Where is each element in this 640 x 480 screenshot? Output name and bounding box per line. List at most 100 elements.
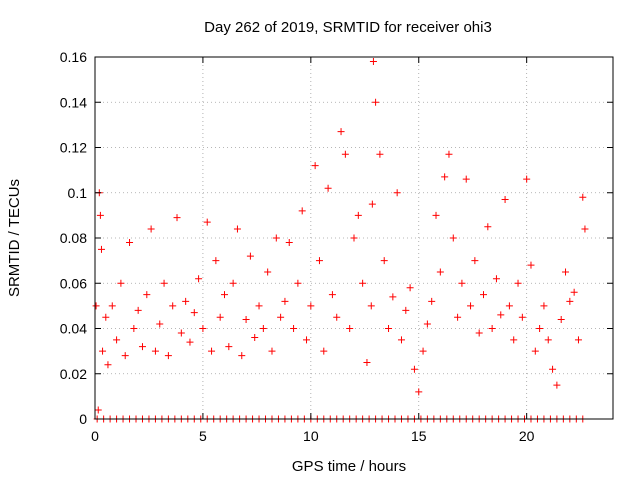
data-point — [225, 343, 233, 351]
data-point — [199, 325, 207, 332]
data-point — [549, 365, 557, 373]
data-point — [497, 311, 505, 319]
data-point — [255, 302, 263, 310]
data-point — [510, 336, 518, 344]
data-point — [579, 193, 587, 201]
data-point — [169, 302, 177, 310]
data-point — [454, 313, 462, 321]
data-point — [173, 214, 181, 222]
data-point — [151, 347, 159, 355]
data-point — [385, 325, 393, 332]
data-point — [216, 313, 224, 321]
data-point — [372, 98, 380, 106]
y-tick-label: 0.04 — [60, 321, 87, 337]
data-point — [423, 320, 431, 328]
data-point — [445, 150, 453, 158]
data-point — [574, 336, 582, 344]
data-point — [350, 234, 358, 242]
data-point — [346, 325, 354, 332]
data-point — [562, 268, 570, 276]
data-point — [177, 329, 185, 337]
data-point — [285, 239, 293, 247]
data-point — [264, 268, 272, 276]
data-point — [441, 173, 449, 181]
data-point — [102, 313, 110, 321]
x-tick-labels: 0 5 10 15 20 — [91, 428, 535, 444]
x-tick-label: 10 — [303, 428, 319, 444]
data-point — [212, 257, 220, 265]
data-point — [531, 347, 539, 355]
data-point — [397, 336, 405, 344]
data-point — [328, 291, 336, 299]
y-tick-label: 0.14 — [60, 94, 87, 110]
data-point — [134, 306, 142, 314]
x-tick-label: 5 — [199, 428, 207, 444]
y-tick-label: 0.16 — [60, 49, 87, 65]
data-point — [518, 313, 526, 321]
data-point — [303, 336, 311, 344]
data-point — [402, 306, 410, 314]
data-point — [94, 406, 102, 414]
data-point — [311, 162, 319, 170]
y-tick-label: 0.08 — [60, 230, 87, 246]
data-point — [341, 150, 349, 158]
data-point — [484, 223, 492, 231]
data-point — [462, 175, 470, 183]
data-point — [186, 338, 194, 346]
data-point — [475, 329, 483, 337]
data-point — [419, 347, 427, 355]
data-point — [501, 196, 509, 204]
y-tick-label: 0.02 — [60, 366, 87, 382]
x-tick-label: 15 — [411, 428, 427, 444]
data-point — [203, 218, 211, 226]
y-axis-label: SRMTID / TECUs — [6, 179, 23, 297]
data-point — [436, 268, 444, 276]
data-point — [428, 297, 436, 305]
y-tick-labels: 0 0.02 0.04 0.06 0.08 0.1 0.12 0.14 0.16 — [60, 49, 87, 427]
x-tick-label: 20 — [519, 428, 535, 444]
data-point — [449, 234, 457, 242]
data-point — [113, 336, 121, 344]
data-point — [99, 347, 107, 355]
data-point — [233, 225, 241, 233]
grid-lines — [95, 57, 613, 419]
data-point — [488, 325, 496, 332]
data-point — [143, 291, 151, 299]
data-point — [121, 352, 129, 360]
data-point — [108, 302, 116, 310]
data-point — [333, 313, 341, 321]
data-point — [156, 320, 164, 328]
data-point — [480, 291, 487, 299]
y-tick-label: 0.06 — [60, 275, 87, 291]
data-point — [566, 297, 574, 305]
data-point — [514, 279, 522, 287]
data-point — [268, 347, 276, 355]
data-point — [315, 257, 323, 265]
data-point — [337, 128, 345, 136]
data-point — [367, 302, 375, 310]
data-point — [97, 245, 105, 253]
y-tick-label: 0.12 — [60, 140, 87, 156]
axis-ticks — [94, 56, 613, 420]
data-point — [182, 297, 190, 305]
data-point — [492, 275, 500, 283]
data-point — [557, 315, 565, 323]
chart-title: Day 262 of 2019, SRMTID for receiver ohi… — [204, 19, 492, 36]
data-point — [298, 207, 306, 215]
data-point — [126, 239, 134, 247]
data-point — [368, 200, 376, 208]
data-point — [320, 347, 328, 355]
data-point — [277, 313, 285, 321]
data-point — [251, 334, 259, 342]
data-point — [467, 302, 475, 310]
data-point — [410, 365, 418, 373]
data-point — [523, 175, 531, 183]
x-axis-label: GPS time / hours — [292, 458, 406, 475]
data-point — [540, 302, 548, 310]
data-point — [354, 211, 362, 219]
data-point — [290, 325, 298, 332]
data-point — [242, 315, 250, 323]
data-point — [92, 302, 100, 310]
data-point — [238, 352, 246, 360]
